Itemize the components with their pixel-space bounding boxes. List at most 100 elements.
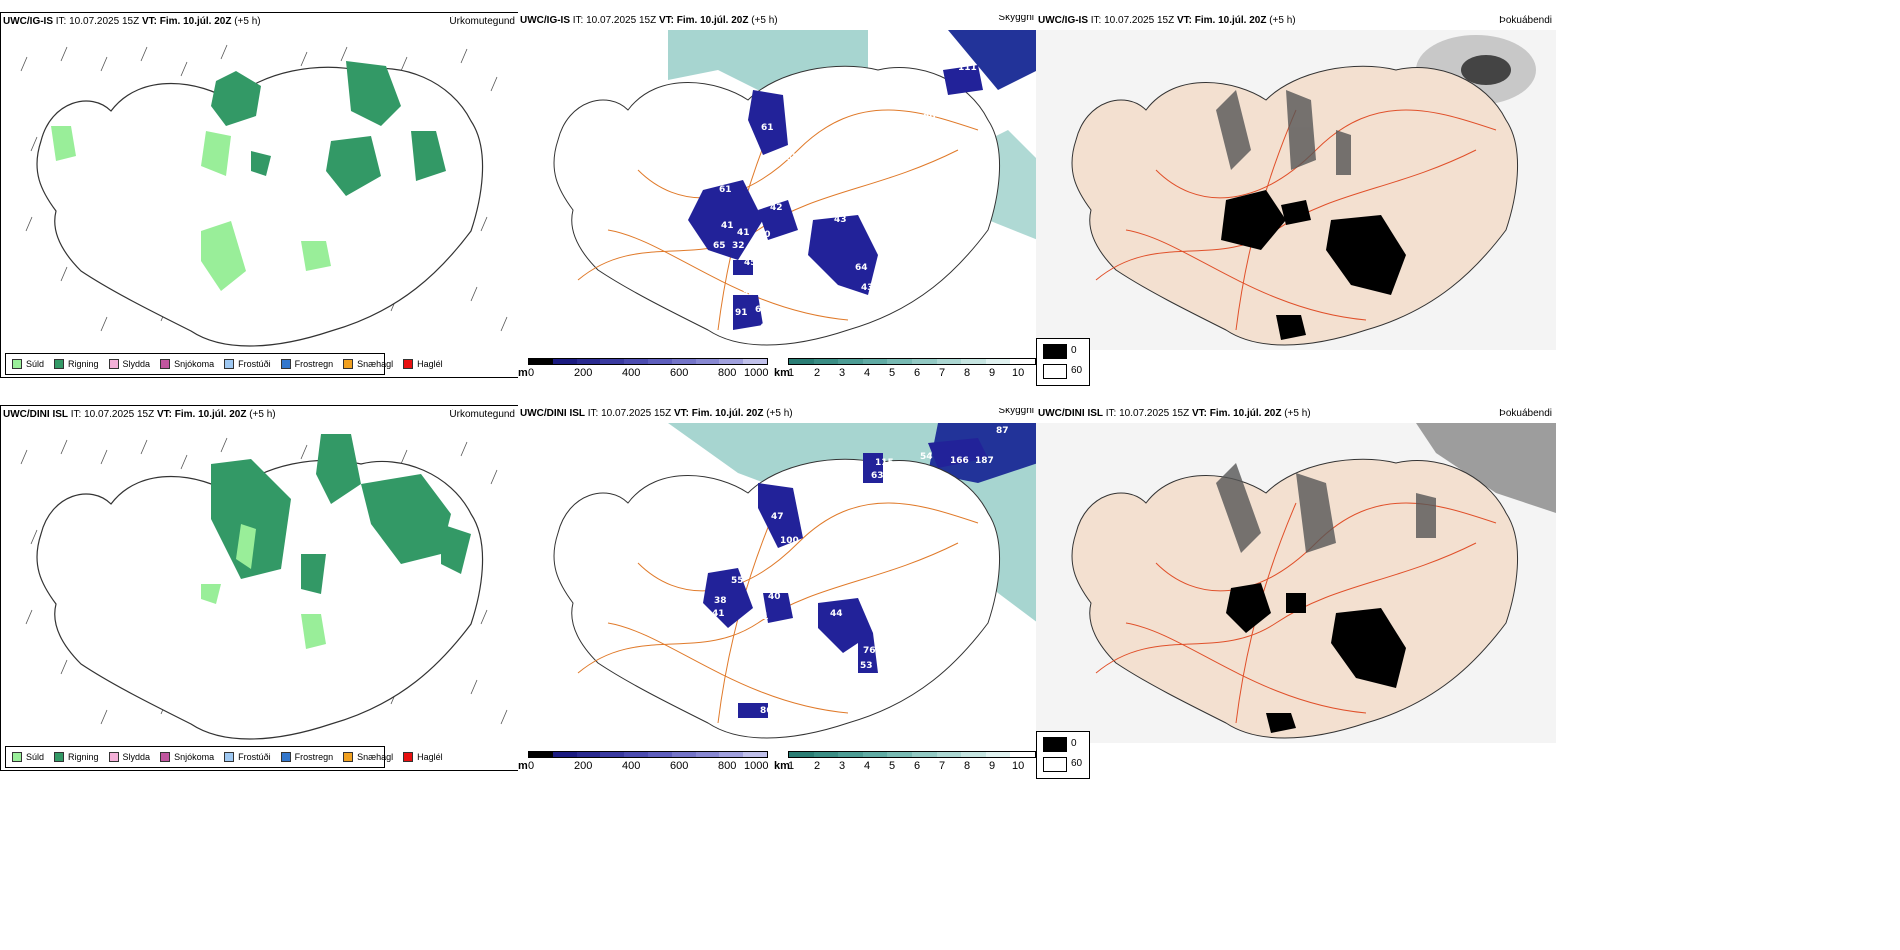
cloud-base-value: 76 [863,646,876,656]
fog-scale-key: 0 60 [1036,731,1090,779]
cloud-base-value: 187 [975,456,994,466]
cloud-base-value: 55 [731,576,744,586]
legend-item: Frostregn [280,752,333,762]
cloud-base-value: 43 [834,215,847,225]
cloud-base-value: 41 [737,228,750,238]
precip-type-panel-bottom: UWC/DINI ISL IT: 10.07.2025 15Z VT: Fim.… [0,405,520,771]
legend-item: Frostúði [224,359,271,369]
legend-item: Haglél [403,752,443,762]
cloud-base-panel-top: UWC/IG-IS IT: 10.07.2025 15Z VT: Fim. 10… [518,12,1038,380]
cloud-base-value: 87 [786,153,799,163]
colorbar-tick: 400 [622,760,641,772]
panel-title: Úrkomutegund [449,409,515,420]
valid-time: VT: Fim. 10.júl. 20Z [673,408,764,419]
cloud-base-value: 61 [719,185,732,195]
cloud-base-value: 37 [873,101,886,111]
valid-time: VT: Fim. 10.júl. 20Z [141,16,232,27]
swatch-freezing-rain [280,359,291,369]
colorbar-tick: 10 [1012,760,1025,772]
cloud-base-value: 100 [780,536,799,546]
colorbar-tick: 7 [939,367,946,379]
precip-map[interactable] [1,31,519,351]
init-time: IT: 10.07.2025 15Z [70,409,155,420]
colorbar-tick: 0 [528,367,535,379]
cloud-base-map[interactable]: 87 54 166 187 115 63 47 100 55 38 41 40 51 44 76 53 86 [518,423,1038,743]
lead-time: (+5 h) [766,408,793,419]
init-time: IT: 10.07.2025 15Z [587,408,672,419]
lead-time: (+5 h) [1284,408,1311,419]
colorbar-tick: 2 [814,367,821,379]
fog-index-areas [1226,583,1406,733]
fog-key-label: 0 [1071,345,1077,356]
cloud-base-value: 45 [744,258,757,268]
swatch-freezing-drizzle [224,752,235,762]
colorbar-tick: 6 [914,367,921,379]
cloud-base-value: 67 [755,305,768,315]
init-time: IT: 10.07.2025 15Z [1090,15,1175,26]
legend-item: Frostregn [280,359,333,369]
cloud-base-value: 53 [860,661,873,671]
legend-item: Slydda [108,359,150,369]
cloud-base-value: 166 [950,456,969,466]
colorbar-tick: 800 [718,760,737,772]
fog-map[interactable] [1036,423,1556,743]
cloud-base-value: 6 [918,131,924,141]
fog-key-label: 0 [1071,738,1077,749]
legend-item: Snæhagl [343,752,393,762]
fog-map[interactable] [1036,30,1556,350]
legend-item: Súld [12,752,44,762]
cloud-base-value: 64 [855,263,868,273]
cloud-base-value: 78 [724,101,737,111]
cloud-base-value: 42 [770,203,783,213]
visibility-colorbar: km 1 2 3 4 5 6 7 8 9 10 [774,751,1036,773]
legend-item: Rigning [54,752,99,762]
colorbar-tick: 7 [939,760,946,772]
model-name: UWC/DINI ISL [3,409,68,420]
colorbar-tick: 1 [788,367,795,379]
iceland-outline [36,459,484,740]
colorbar-tick: 600 [670,367,689,379]
colorbar-tick: 1000 [744,760,769,772]
lead-time: (+5 h) [249,409,276,420]
colorbar-tick: 5 [889,367,896,379]
swatch-graupel [343,359,354,369]
cloud-base-value: 63 [871,471,884,481]
legend-item: Snjókoma [160,752,214,762]
swatch-drizzle [12,359,22,369]
panel-title: Skyggni [998,408,1034,416]
cloud-base-value: 42 [759,323,772,333]
cloud-base-value: 35 [742,288,755,298]
fog-index-areas [1221,190,1406,340]
model-name: UWC/IG-IS [1038,15,1088,26]
precip-map[interactable] [1,424,519,744]
swatch-sleet [108,752,119,762]
valid-time: VT: Fim. 10.júl. 20Z [156,409,247,420]
colorbar-tick: 9 [989,367,996,379]
lead-time: (+5 h) [234,16,261,27]
cloud-base-panel-bottom: UWC/DINI ISL IT: 10.07.2025 15Z VT: Fim.… [518,405,1038,773]
swatch-hail [403,752,414,762]
colorbar-unit: m [518,760,528,772]
legend-item: Snæhagl [343,359,393,369]
legend-item: Haglél [403,359,443,369]
cloud-base-value-labels: 87 54 166 187 115 63 47 100 55 38 41 40 51 44 76 53 86 [712,426,1009,716]
model-name: UWC/DINI ISL [520,408,585,419]
valid-time: VT: Fim. 10.júl. 20Z [1176,15,1267,26]
cloud-base-value: 44 [830,609,843,619]
iceland-outline [36,66,484,347]
cloud-base-cells [688,65,983,330]
init-time: IT: 10.07.2025 15Z [572,15,657,26]
swatch-snow [160,359,171,369]
legend-item: Snjókoma [160,359,214,369]
colorbar-tick: 4 [864,367,871,379]
cloud-base-value: 60 [758,230,771,240]
cloud-base-value: 47 [771,512,784,522]
panel-header: UWC/DINI ISL IT: 10.07.2025 15Z VT: Fim.… [1038,408,1552,422]
precip-areas [201,434,471,649]
init-time: IT: 10.07.2025 15Z [55,16,140,27]
colorbar-tick: 600 [670,760,689,772]
cloud-base-colorbar: m 0 200 400 600 800 1000 [518,358,768,380]
cloud-base-value: 80 [923,113,936,123]
